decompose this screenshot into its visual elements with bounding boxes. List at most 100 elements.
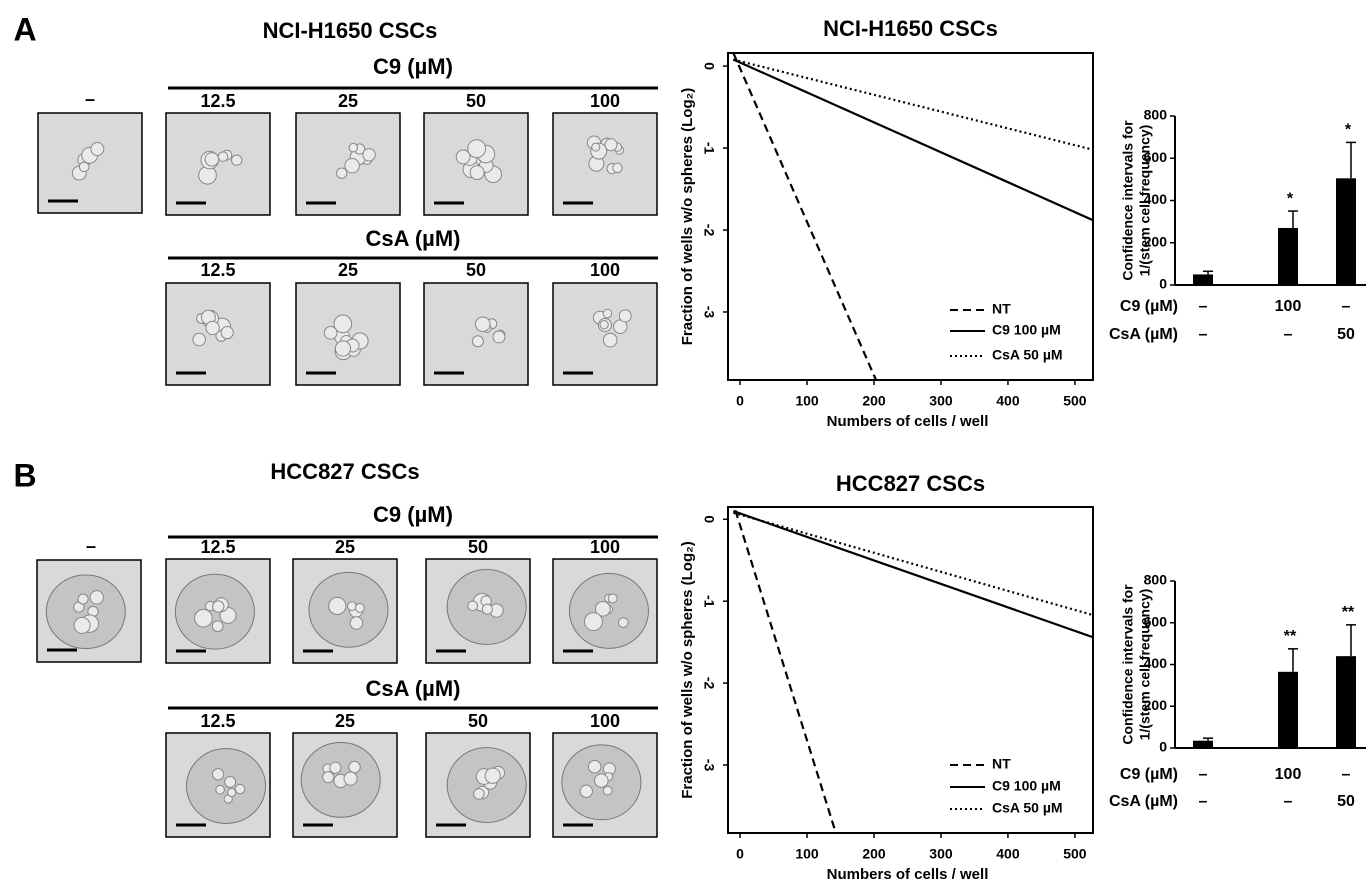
dose-label: 25 <box>335 711 355 731</box>
y-tick-label: -3 <box>701 306 717 319</box>
image-frame <box>553 113 657 215</box>
micrograph <box>553 283 657 385</box>
legend-label: NT <box>992 301 1011 317</box>
control-label: – <box>86 536 96 556</box>
cell <box>603 333 617 347</box>
condition-value: – <box>1199 766 1208 783</box>
cell <box>472 336 483 347</box>
page: ANCI-H1650 CSCs–C9 (µM)12.52550100CsA (µ… <box>0 0 1366 884</box>
series-line <box>733 511 1093 637</box>
condition-value: 100 <box>1275 298 1302 315</box>
bar <box>1278 672 1298 748</box>
cell <box>345 158 359 172</box>
cell <box>603 786 612 795</box>
significance-label: * <box>1287 190 1294 207</box>
cell <box>193 333 206 346</box>
cell <box>493 331 505 343</box>
dose-label: 50 <box>468 537 488 557</box>
y-tick-label: 0 <box>701 62 717 70</box>
chart-title: NCI-H1650 CSCs <box>823 16 998 41</box>
x-tick-label: 200 <box>862 846 886 862</box>
cell <box>613 163 622 172</box>
x-axis-label: Numbers of cells / well <box>827 413 989 430</box>
x-tick-label: 400 <box>996 846 1020 862</box>
significance-label: ** <box>1284 628 1297 645</box>
sphere <box>175 574 254 649</box>
series-line <box>733 53 876 380</box>
cell <box>355 603 364 612</box>
dose-label: 25 <box>338 91 358 111</box>
cell <box>337 168 347 178</box>
dose-label: 12.5 <box>200 537 235 557</box>
condition-value: – <box>1284 326 1293 343</box>
cell <box>605 139 617 151</box>
control-label: – <box>85 89 95 109</box>
y-tick-label: -2 <box>701 224 717 237</box>
micrograph <box>553 113 657 215</box>
chart-title: HCC827 CSCs <box>836 471 985 496</box>
y-tick-label: -2 <box>701 677 717 690</box>
dose-label: 100 <box>590 537 620 557</box>
series-line <box>733 60 1093 150</box>
cell <box>474 789 485 800</box>
micrograph <box>166 733 270 837</box>
cell <box>79 162 89 172</box>
y-tick-label: 0 <box>1159 739 1167 755</box>
group-title: CsA (µM) <box>366 226 461 251</box>
dose-label: 12.5 <box>200 91 235 111</box>
cell <box>216 785 225 794</box>
sphere <box>46 575 125 648</box>
cell <box>335 341 350 356</box>
cell <box>608 594 617 603</box>
dose-label: 25 <box>338 260 358 280</box>
micrograph <box>38 113 142 213</box>
condition-value: – <box>1342 766 1351 783</box>
x-tick-label: 400 <box>996 393 1020 409</box>
group-title: CsA (µM) <box>366 676 461 701</box>
cell <box>205 153 219 167</box>
cell <box>470 166 484 180</box>
micrograph <box>293 559 397 663</box>
dose-label: 50 <box>466 260 486 280</box>
cell <box>482 604 492 614</box>
significance-label: ** <box>1342 604 1355 621</box>
micrograph <box>166 559 270 663</box>
x-tick-label: 0 <box>736 393 744 409</box>
y-tick-label: 800 <box>1144 572 1168 588</box>
image-frame <box>553 283 657 385</box>
series-line <box>733 513 1093 615</box>
y-axis-label: Confidence intervals for <box>1120 584 1136 745</box>
cell <box>91 143 104 156</box>
bar <box>1336 178 1356 285</box>
cell <box>330 762 341 773</box>
y-tick-label: -1 <box>701 142 717 155</box>
cell <box>349 761 361 773</box>
micrograph <box>296 113 400 215</box>
condition-value: – <box>1199 298 1208 315</box>
cell <box>212 769 223 780</box>
cell <box>588 760 601 773</box>
legend-label: C9 100 µM <box>992 322 1061 338</box>
group-title: C9 (µM) <box>373 54 453 79</box>
condition-value: 50 <box>1337 326 1355 343</box>
x-tick-label: 500 <box>1063 846 1087 862</box>
cell <box>468 140 486 158</box>
x-tick-label: 200 <box>862 393 886 409</box>
cell <box>600 320 608 328</box>
bar <box>1193 274 1213 285</box>
micrograph <box>553 733 657 837</box>
y-axis-label: 1/(stem cell frequency) <box>1137 125 1153 277</box>
y-tick-label: 0 <box>701 515 717 523</box>
condition-value: 50 <box>1337 793 1355 810</box>
bar <box>1336 656 1356 748</box>
dose-label: 50 <box>468 711 488 731</box>
x-tick-label: 300 <box>929 846 953 862</box>
condition-value: – <box>1284 793 1293 810</box>
y-tick-label: 0 <box>1159 276 1167 292</box>
micrograph <box>166 113 270 215</box>
x-tick-label: 100 <box>795 846 819 862</box>
cell <box>90 591 103 604</box>
cell <box>78 594 88 604</box>
micrograph <box>553 559 657 663</box>
y-axis-label: 1/(stem cell frequency) <box>1137 589 1153 741</box>
